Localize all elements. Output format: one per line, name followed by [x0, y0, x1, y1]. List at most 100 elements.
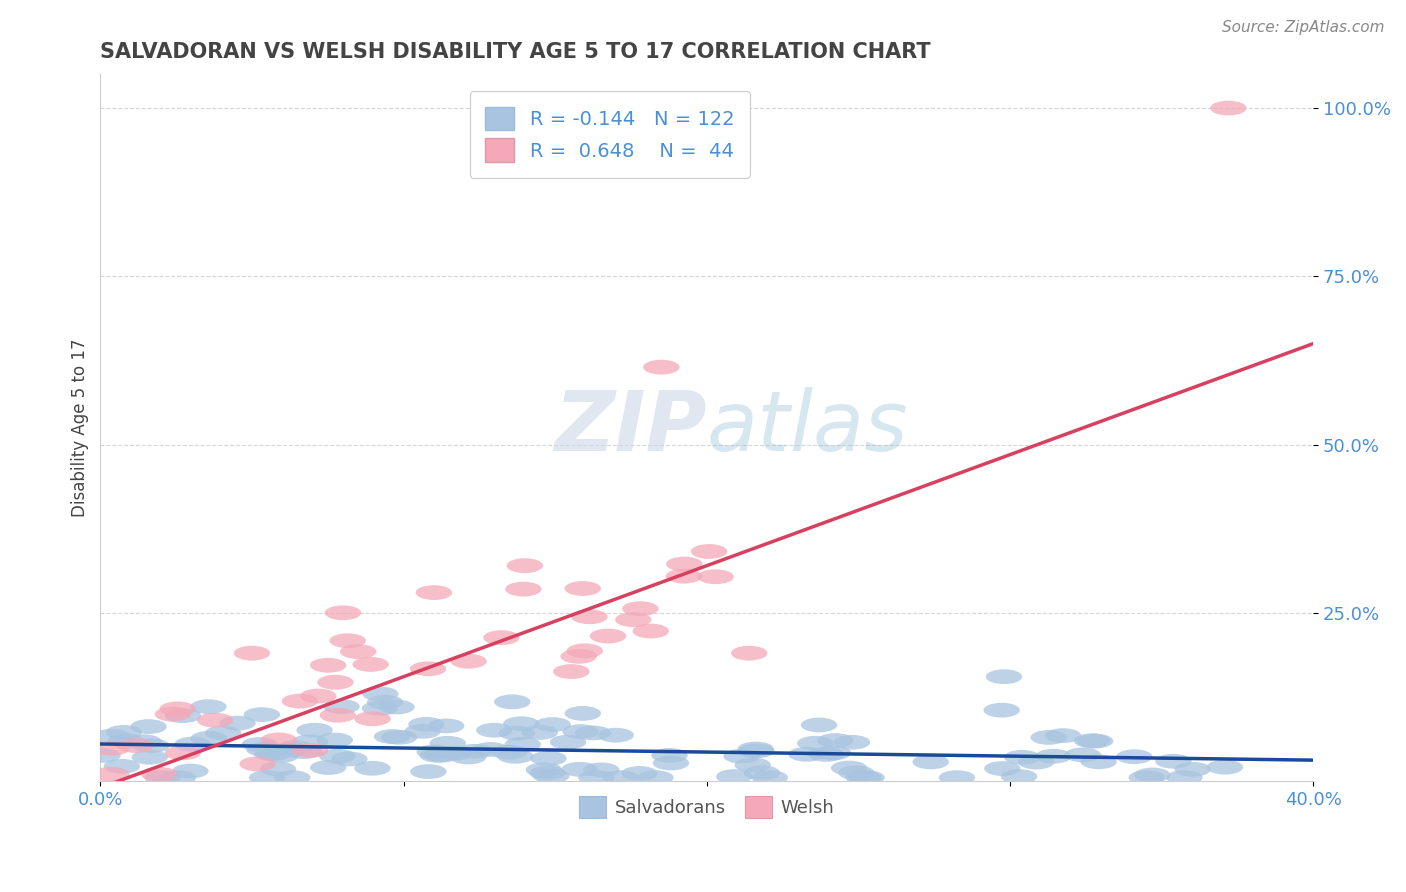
- Ellipse shape: [1080, 755, 1116, 769]
- Ellipse shape: [589, 629, 626, 643]
- Ellipse shape: [499, 726, 536, 740]
- Ellipse shape: [367, 695, 404, 710]
- Ellipse shape: [311, 760, 346, 775]
- Ellipse shape: [205, 725, 242, 740]
- Ellipse shape: [233, 646, 270, 661]
- Ellipse shape: [425, 747, 460, 763]
- Ellipse shape: [134, 739, 170, 753]
- Ellipse shape: [716, 769, 752, 784]
- Ellipse shape: [912, 755, 949, 769]
- Ellipse shape: [416, 585, 453, 600]
- Ellipse shape: [297, 723, 333, 738]
- Ellipse shape: [381, 730, 418, 745]
- Ellipse shape: [125, 734, 162, 749]
- Ellipse shape: [159, 701, 195, 716]
- Ellipse shape: [665, 569, 702, 583]
- Ellipse shape: [93, 729, 129, 744]
- Text: ZIP: ZIP: [554, 387, 707, 468]
- Ellipse shape: [494, 695, 530, 709]
- Text: atlas: atlas: [707, 387, 908, 468]
- Ellipse shape: [353, 657, 389, 672]
- Ellipse shape: [319, 748, 356, 764]
- Ellipse shape: [575, 725, 612, 740]
- Ellipse shape: [277, 740, 314, 756]
- Ellipse shape: [984, 703, 1019, 717]
- Ellipse shape: [160, 770, 197, 785]
- Ellipse shape: [329, 633, 366, 648]
- Ellipse shape: [1035, 748, 1071, 764]
- Ellipse shape: [263, 748, 299, 763]
- Ellipse shape: [578, 770, 614, 785]
- Ellipse shape: [986, 669, 1022, 684]
- Ellipse shape: [450, 654, 486, 669]
- Ellipse shape: [174, 737, 211, 751]
- Ellipse shape: [533, 769, 569, 783]
- Text: Source: ZipAtlas.com: Source: ZipAtlas.com: [1222, 20, 1385, 35]
- Ellipse shape: [332, 752, 367, 766]
- Ellipse shape: [817, 733, 853, 747]
- Ellipse shape: [1129, 770, 1164, 785]
- Ellipse shape: [172, 764, 208, 779]
- Ellipse shape: [1045, 728, 1081, 743]
- Ellipse shape: [411, 764, 447, 779]
- Ellipse shape: [405, 724, 440, 739]
- Ellipse shape: [1004, 750, 1040, 764]
- Ellipse shape: [526, 763, 562, 777]
- Ellipse shape: [271, 743, 308, 757]
- Ellipse shape: [274, 770, 311, 785]
- Ellipse shape: [808, 747, 845, 762]
- Ellipse shape: [411, 661, 446, 676]
- Ellipse shape: [104, 759, 141, 773]
- Ellipse shape: [456, 744, 492, 759]
- Ellipse shape: [243, 707, 280, 722]
- Ellipse shape: [562, 724, 599, 739]
- Ellipse shape: [984, 761, 1021, 776]
- Ellipse shape: [651, 748, 688, 763]
- Ellipse shape: [131, 719, 167, 734]
- Ellipse shape: [319, 708, 356, 723]
- Ellipse shape: [503, 716, 540, 731]
- Ellipse shape: [292, 743, 329, 758]
- Ellipse shape: [260, 762, 297, 776]
- Ellipse shape: [239, 756, 276, 772]
- Ellipse shape: [254, 747, 291, 761]
- Ellipse shape: [374, 729, 411, 744]
- Ellipse shape: [1135, 767, 1170, 782]
- Ellipse shape: [105, 725, 142, 739]
- Ellipse shape: [815, 746, 851, 760]
- Ellipse shape: [363, 687, 399, 701]
- Y-axis label: Disability Age 5 to 17: Disability Age 5 to 17: [72, 338, 89, 517]
- Ellipse shape: [361, 701, 398, 715]
- Ellipse shape: [738, 743, 775, 758]
- Ellipse shape: [430, 736, 465, 751]
- Ellipse shape: [838, 765, 875, 780]
- Ellipse shape: [141, 767, 177, 781]
- Ellipse shape: [165, 746, 201, 760]
- Ellipse shape: [553, 665, 589, 679]
- Ellipse shape: [583, 763, 620, 777]
- Ellipse shape: [939, 770, 976, 785]
- Ellipse shape: [744, 765, 780, 780]
- Ellipse shape: [505, 582, 541, 597]
- Ellipse shape: [565, 706, 600, 721]
- Ellipse shape: [1031, 730, 1067, 745]
- Ellipse shape: [724, 748, 759, 764]
- Ellipse shape: [408, 717, 444, 731]
- Ellipse shape: [249, 770, 285, 785]
- Ellipse shape: [614, 612, 651, 627]
- Ellipse shape: [437, 746, 474, 761]
- Ellipse shape: [242, 737, 278, 752]
- Ellipse shape: [93, 741, 129, 756]
- Ellipse shape: [801, 717, 837, 732]
- Ellipse shape: [325, 606, 361, 620]
- Ellipse shape: [197, 713, 233, 728]
- Ellipse shape: [1001, 769, 1038, 784]
- Ellipse shape: [281, 694, 318, 708]
- Ellipse shape: [190, 699, 226, 714]
- Ellipse shape: [623, 601, 658, 616]
- Ellipse shape: [571, 609, 607, 624]
- Ellipse shape: [1211, 101, 1247, 115]
- Text: SALVADORAN VS WELSH DISABILITY AGE 5 TO 17 CORRELATION CHART: SALVADORAN VS WELSH DISABILITY AGE 5 TO …: [100, 42, 931, 62]
- Ellipse shape: [550, 735, 586, 749]
- Ellipse shape: [427, 719, 464, 733]
